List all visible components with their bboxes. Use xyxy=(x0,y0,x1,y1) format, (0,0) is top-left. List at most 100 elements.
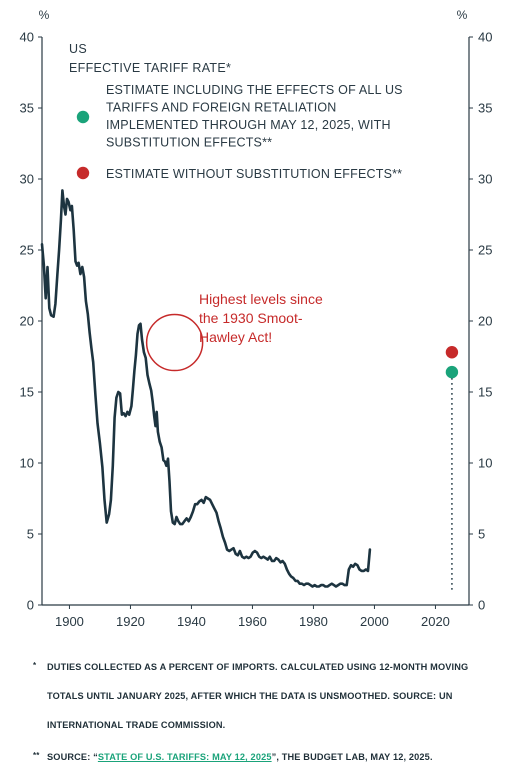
series-point xyxy=(210,499,211,500)
series-point xyxy=(66,198,67,199)
source-link[interactable]: STATE OF U.S. TARIFFS: MAY 12, 2025 xyxy=(97,752,272,762)
series-point xyxy=(212,504,213,505)
chart-title-line: EFFECTIVE TARIFF RATE* xyxy=(69,61,231,75)
series-point xyxy=(143,352,144,353)
series-point xyxy=(161,447,162,448)
legend: US EFFECTIVE TARIFF RATE* ESTIMATE INCLUDI… xyxy=(69,42,403,181)
series-point xyxy=(138,325,139,326)
series-point xyxy=(145,357,146,358)
series-point xyxy=(346,585,347,586)
series-point xyxy=(51,315,52,316)
y-tick-label-right: 25 xyxy=(478,243,492,258)
series-point xyxy=(149,383,150,384)
series-point xyxy=(312,586,313,587)
series-point xyxy=(95,394,96,395)
series-point xyxy=(75,261,76,262)
series-point xyxy=(233,548,234,549)
series-point xyxy=(154,416,155,417)
series-point xyxy=(174,524,175,525)
series-point xyxy=(331,583,332,584)
legend-label-line: ESTIMATE INCLUDING THE EFFECTS OF ALL US xyxy=(106,83,403,97)
series-point xyxy=(78,262,79,263)
y-tick-label-right: 0 xyxy=(478,598,485,613)
series-point xyxy=(310,585,311,586)
series-point xyxy=(159,441,160,442)
legend-label-line: ESTIMATE WITHOUT SUBSTITUTION EFFECTS** xyxy=(106,167,402,181)
series-point xyxy=(63,205,64,206)
series-point xyxy=(167,458,168,459)
series-point xyxy=(110,499,111,500)
series-point xyxy=(265,558,266,559)
series-point xyxy=(140,323,141,324)
marker-without-substitution xyxy=(445,346,459,359)
series-point xyxy=(353,566,354,567)
x-tick-label: 2000 xyxy=(360,614,389,629)
series-point xyxy=(170,511,171,512)
series-point xyxy=(235,553,236,554)
y-tick-label-left: 10 xyxy=(20,456,34,471)
series-point xyxy=(157,431,158,432)
series-point xyxy=(41,244,42,245)
series-point xyxy=(250,556,251,557)
series-point xyxy=(129,414,130,415)
series-point xyxy=(348,569,349,570)
series-point xyxy=(306,583,307,584)
series-point xyxy=(68,201,69,202)
series-point xyxy=(259,556,260,557)
series-point xyxy=(116,397,117,398)
series-point xyxy=(231,549,232,550)
series-point xyxy=(282,560,283,561)
footnote-1-text-3: INTERNATIONAL TRADE COMMISSION. xyxy=(47,720,226,730)
footnote-2-prefix: SOURCE: “ xyxy=(47,752,98,762)
series-point xyxy=(274,560,275,561)
x-tick-label: 1940 xyxy=(177,614,206,629)
series-point xyxy=(207,498,208,499)
y-tick-label-left: 25 xyxy=(20,243,34,258)
series-point xyxy=(152,401,153,402)
legend-swatch-without-substitution xyxy=(76,166,90,180)
series-point xyxy=(316,586,317,587)
series-point xyxy=(118,391,119,392)
series-point xyxy=(85,301,86,302)
series-point xyxy=(84,276,85,277)
footnote-1-line-1: * DUTIES COLLECTED AS A PERCENT OF IMPOR… xyxy=(33,661,468,672)
legend-label-line: IMPLEMENTED THROUGH MAY 12, 2025, WITH xyxy=(106,118,391,132)
series-point xyxy=(246,556,247,557)
series-point xyxy=(203,502,204,503)
series-point xyxy=(182,524,183,525)
series-point xyxy=(123,413,124,414)
x-tick-label: 1980 xyxy=(299,614,328,629)
series-point xyxy=(137,333,138,334)
series-point xyxy=(135,355,136,356)
series-point xyxy=(229,550,230,551)
series-layer xyxy=(40,189,459,590)
series-point xyxy=(318,586,319,587)
series-point xyxy=(132,389,133,390)
series-point xyxy=(344,585,345,586)
series-point xyxy=(47,266,48,267)
series-point xyxy=(70,210,71,211)
legend-label-line: TARIFFS AND FOREIGN RETALIATION xyxy=(106,101,337,115)
series-point xyxy=(172,522,173,523)
series-point xyxy=(89,332,90,333)
series-point xyxy=(269,556,270,557)
series-point xyxy=(338,585,339,586)
series-point xyxy=(295,580,296,581)
series-point xyxy=(180,524,181,525)
footnote-2: ** SOURCE: “STATE OF U.S. TARIFFS: MAY 1… xyxy=(33,751,433,762)
series-point xyxy=(359,569,360,570)
series-point xyxy=(261,558,262,559)
series-point xyxy=(242,556,243,557)
y-tick-label-right: 40 xyxy=(478,30,492,45)
series-point xyxy=(184,521,185,522)
y-tick-label-right: 20 xyxy=(478,314,492,329)
series-point xyxy=(342,583,343,584)
series-point xyxy=(164,461,165,462)
series-point xyxy=(222,536,223,537)
footnote-1-line-3: INTERNATIONAL TRADE COMMISSION. xyxy=(47,720,225,730)
series-point xyxy=(104,499,105,500)
series-point xyxy=(224,542,225,543)
series-point xyxy=(201,499,202,500)
y-tick-label-right: 15 xyxy=(478,385,492,400)
y-tick-label-right: 35 xyxy=(478,101,492,116)
